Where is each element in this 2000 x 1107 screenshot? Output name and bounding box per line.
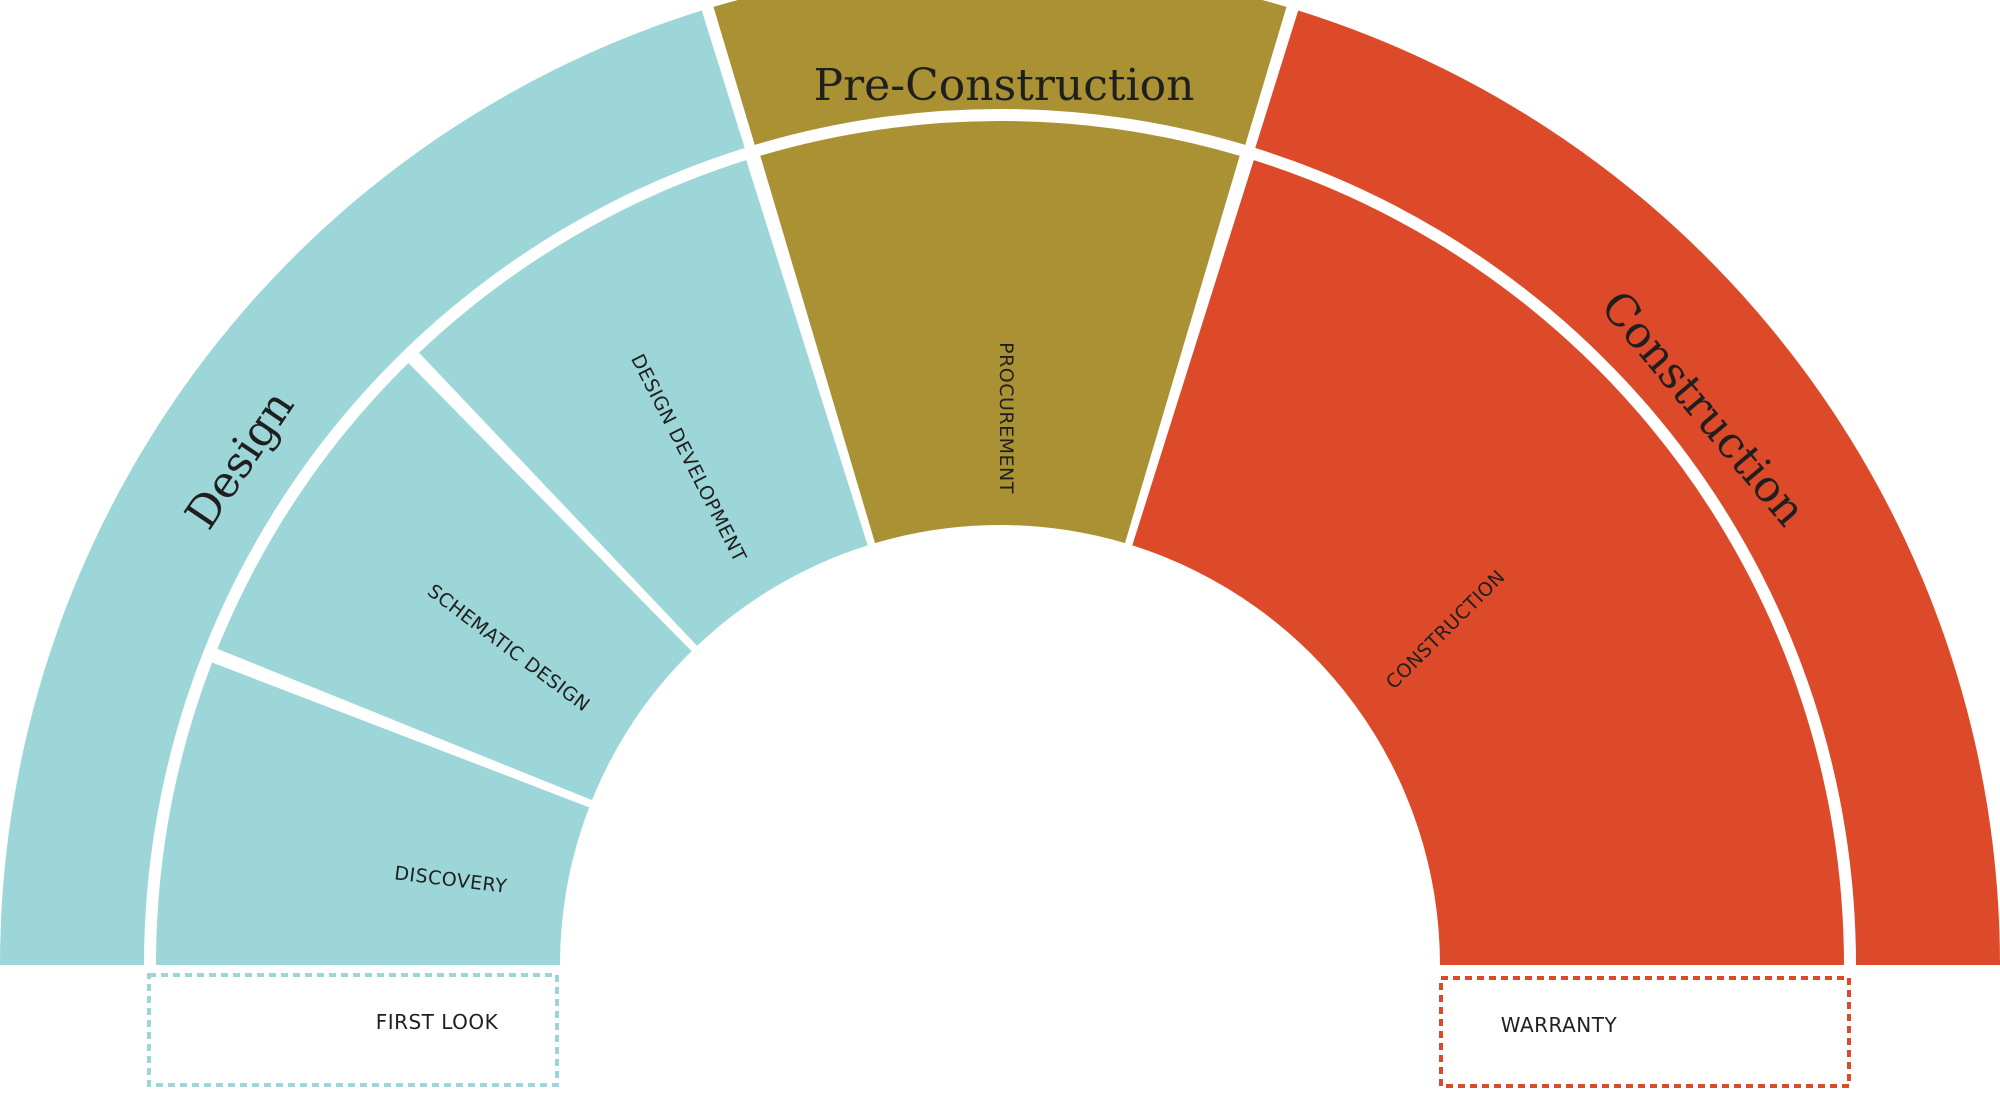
preconstruction-phase-label: Pre-Construction xyxy=(814,60,1195,111)
preconstruction-outer-segment xyxy=(713,0,1287,145)
discovery-segment xyxy=(156,662,590,965)
design-development-segment xyxy=(419,160,868,646)
first-look-box xyxy=(147,973,559,1087)
procurement-segment xyxy=(760,120,1240,544)
construction-outer-segment xyxy=(1255,10,2000,965)
schematic-design-segment xyxy=(217,363,692,801)
warranty-box xyxy=(1439,976,1851,1088)
design-outer-segment xyxy=(0,10,745,965)
first-look-label: FIRST LOOK xyxy=(376,1010,499,1034)
procurement-label: PROCUREMENT xyxy=(995,342,1017,494)
warranty-label: WARRANTY xyxy=(1501,1013,1618,1037)
construction-segment xyxy=(1132,160,1845,966)
